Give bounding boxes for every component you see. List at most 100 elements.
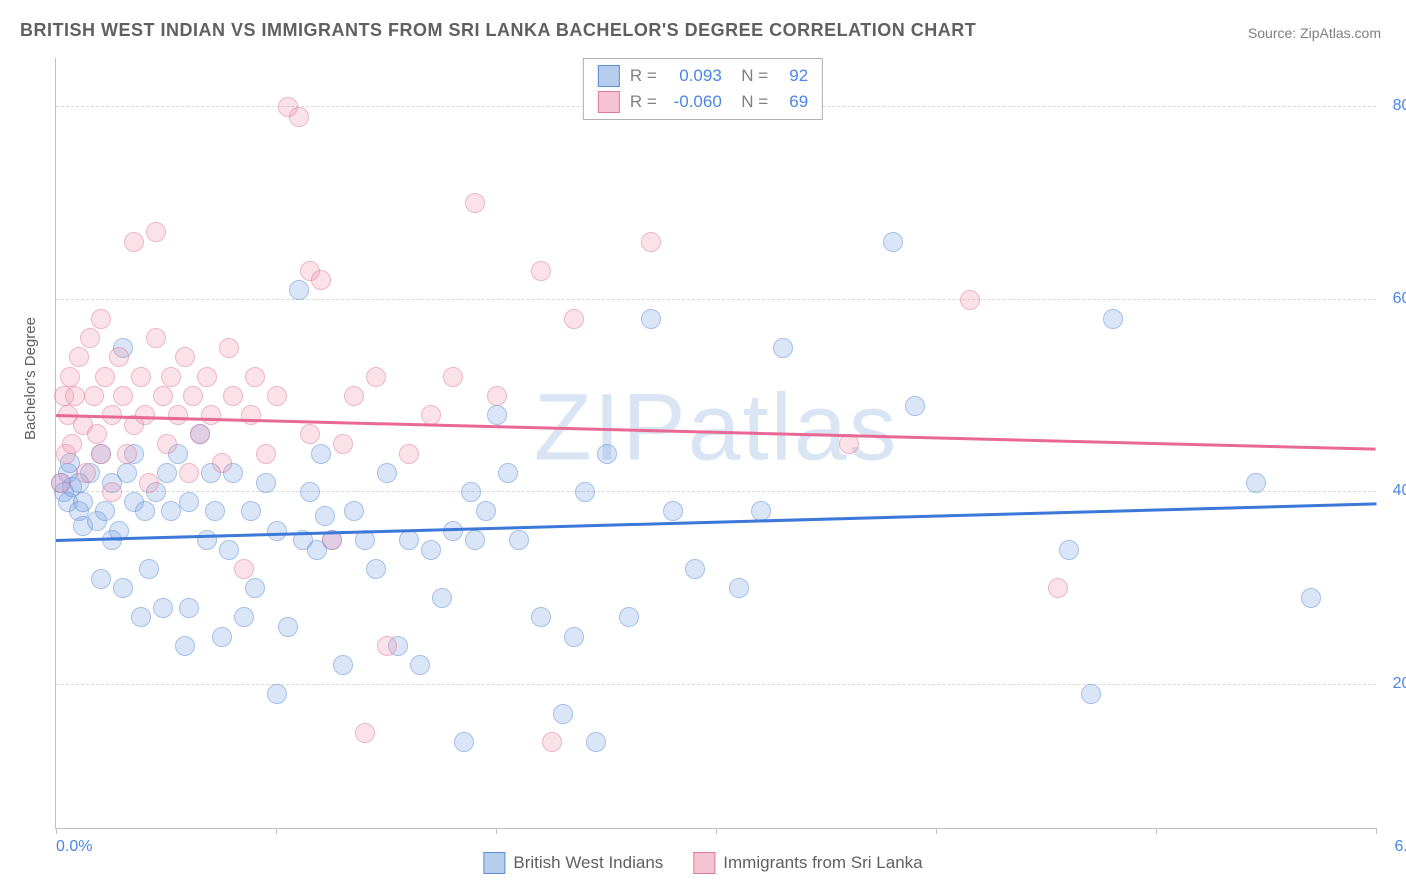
scatter-point (157, 434, 177, 454)
scatter-point (179, 598, 199, 618)
scatter-point (454, 732, 474, 752)
scatter-point (73, 492, 93, 512)
legend-r-label: R = (630, 92, 657, 112)
scatter-point (219, 338, 239, 358)
scatter-point (443, 367, 463, 387)
scatter-point (91, 309, 111, 329)
scatter-point (315, 506, 335, 526)
scatter-point (597, 444, 617, 464)
plot-area: ZIPatlas 20.0%40.0%60.0%80.0%0.0%6.0% (55, 58, 1376, 829)
legend-series-name: British West Indians (513, 853, 663, 873)
scatter-point (311, 270, 331, 290)
legend-swatch (598, 65, 620, 87)
scatter-point (80, 328, 100, 348)
scatter-point (421, 405, 441, 425)
scatter-point (564, 627, 584, 647)
series-legend: British West Indians Immigrants from Sri … (483, 852, 922, 874)
scatter-point (234, 607, 254, 627)
y-tick-label: 20.0% (1393, 675, 1406, 693)
scatter-point (586, 732, 606, 752)
scatter-point (201, 405, 221, 425)
scatter-point (399, 444, 419, 464)
scatter-point (1059, 540, 1079, 560)
scatter-point (432, 588, 452, 608)
scatter-point (773, 338, 793, 358)
scatter-point (87, 424, 107, 444)
scatter-point (153, 598, 173, 618)
legend-series-name: Immigrants from Sri Lanka (723, 853, 922, 873)
scatter-point (333, 434, 353, 454)
legend-r-value: -0.060 (667, 92, 722, 112)
x-tick-mark (1156, 828, 1157, 834)
x-tick-label-max: 6.0% (1395, 838, 1406, 856)
scatter-point (175, 347, 195, 367)
scatter-point (344, 386, 364, 406)
x-tick-mark (496, 828, 497, 834)
scatter-point (289, 107, 309, 127)
trend-line (56, 414, 1376, 450)
scatter-point (333, 655, 353, 675)
scatter-point (487, 405, 507, 425)
scatter-point (179, 492, 199, 512)
scatter-point (102, 482, 122, 502)
scatter-point (139, 473, 159, 493)
gridline-horizontal (56, 684, 1376, 685)
scatter-point (619, 607, 639, 627)
scatter-point (300, 482, 320, 502)
legend-n-value: 69 (778, 92, 808, 112)
scatter-point (197, 530, 217, 550)
scatter-point (157, 463, 177, 483)
scatter-point (131, 367, 151, 387)
scatter-point (190, 424, 210, 444)
scatter-point (117, 444, 137, 464)
scatter-point (498, 463, 518, 483)
scatter-point (377, 463, 397, 483)
legend-correlation-row: R =-0.060 N =69 (598, 89, 808, 115)
scatter-point (461, 482, 481, 502)
scatter-point (531, 607, 551, 627)
y-axis-label: Bachelor's Degree (22, 317, 39, 440)
scatter-point (641, 309, 661, 329)
gridline-horizontal (56, 491, 1376, 492)
scatter-point (245, 367, 265, 387)
scatter-point (161, 367, 181, 387)
scatter-point (60, 367, 80, 387)
scatter-point (1048, 578, 1068, 598)
scatter-point (91, 444, 111, 464)
gridline-horizontal (56, 299, 1376, 300)
scatter-point (219, 540, 239, 560)
scatter-point (377, 636, 397, 656)
legend-swatch (693, 852, 715, 874)
legend-r-label: R = (630, 66, 657, 86)
scatter-point (179, 463, 199, 483)
scatter-point (51, 473, 71, 493)
scatter-point (124, 232, 144, 252)
scatter-point (76, 463, 96, 483)
legend-n-value: 92 (778, 66, 808, 86)
scatter-point (410, 655, 430, 675)
x-tick-mark (716, 828, 717, 834)
scatter-point (553, 704, 573, 724)
scatter-point (95, 367, 115, 387)
scatter-point (465, 530, 485, 550)
scatter-point (113, 578, 133, 598)
scatter-point (355, 530, 375, 550)
scatter-point (542, 732, 562, 752)
scatter-point (465, 193, 485, 213)
legend-swatch (483, 852, 505, 874)
y-tick-label: 80.0% (1393, 97, 1406, 115)
scatter-point (1103, 309, 1123, 329)
scatter-point (487, 386, 507, 406)
x-tick-mark (56, 828, 57, 834)
scatter-point (366, 559, 386, 579)
scatter-point (139, 559, 159, 579)
scatter-point (241, 501, 261, 521)
scatter-point (117, 463, 137, 483)
scatter-point (168, 405, 188, 425)
scatter-point (183, 386, 203, 406)
scatter-point (366, 367, 386, 387)
scatter-point (65, 386, 85, 406)
scatter-point (839, 434, 859, 454)
scatter-point (883, 232, 903, 252)
scatter-point (564, 309, 584, 329)
